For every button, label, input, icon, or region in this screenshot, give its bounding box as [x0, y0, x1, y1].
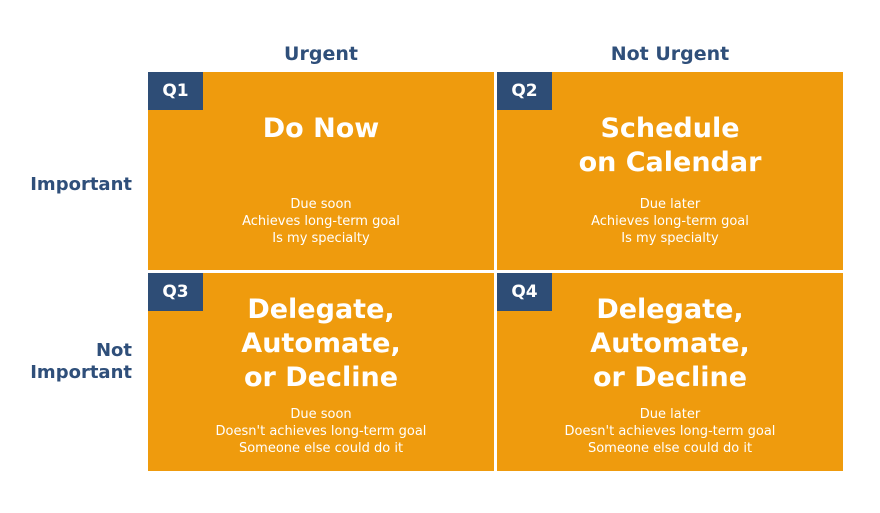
quadrant-q4: Q4 Delegate, Automate, or Decline Due la…	[497, 273, 843, 471]
quadrant-q2: Q2 Schedule on Calendar Due later Achiev…	[497, 72, 843, 270]
quadrant-q4-title-line-3: or Decline	[592, 362, 748, 393]
quadrant-q3-detail-2: Doesn't achieves long-term goal	[215, 424, 427, 439]
quadrant-q4-title-line-1: Delegate,	[596, 294, 744, 325]
quadrant-q3-detail-3: Someone else could do it	[238, 441, 404, 456]
quadrant-q3-detail-1: Due soon	[290, 407, 352, 422]
quadrant-q1-title-line-1: Do Now	[262, 113, 380, 144]
row-header-important: Important	[0, 174, 132, 196]
quadrant-q2-title: Schedule on Calendar	[497, 112, 843, 180]
column-header-not-urgent: Not Urgent	[610, 43, 730, 65]
column-header-urgent: Urgent	[284, 43, 358, 65]
quadrant-q3: Q3 Delegate, Automate, or Decline Due so…	[148, 273, 494, 471]
quadrant-q2-title-line-1: Schedule	[600, 113, 740, 144]
quadrant-q1-title: Do Now	[148, 112, 494, 146]
quadrant-q3-details: Due soon Doesn't achieves long-term goal…	[148, 406, 494, 457]
quadrant-q3-badge: Q3	[148, 273, 203, 311]
quadrant-q4-title-line-2: Automate,	[590, 328, 750, 359]
quadrant-q3-title: Delegate, Automate, or Decline	[148, 293, 494, 395]
quadrant-q1-detail-1: Due soon	[290, 197, 352, 212]
quadrant-q1-detail-3: Is my specialty	[272, 231, 370, 246]
quadrant-q1-badge: Q1	[148, 72, 203, 110]
quadrant-q4-detail-1: Due later	[639, 407, 701, 422]
row-header-not-important: Not Important	[0, 340, 132, 384]
quadrant-q1-details: Due soon Achieves long-term goal Is my s…	[148, 196, 494, 247]
quadrant-q2-details: Due later Achieves long-term goal Is my …	[497, 196, 843, 247]
quadrant-q1-detail-2: Achieves long-term goal	[242, 214, 400, 229]
quadrant-q2-badge: Q2	[497, 72, 552, 110]
row-header-not-important-line-2: Important	[30, 362, 132, 383]
quadrant-q4-badge: Q4	[497, 273, 552, 311]
quadrant-q3-title-line-1: Delegate,	[247, 294, 395, 325]
quadrant-q4-details: Due later Doesn't achieves long-term goa…	[497, 406, 843, 457]
quadrant-q3-title-line-3: or Decline	[243, 362, 399, 393]
row-header-not-important-line-1: Not	[95, 340, 132, 361]
quadrant-q2-detail-1: Due later	[639, 197, 701, 212]
quadrant-q4-detail-3: Someone else could do it	[587, 441, 753, 456]
quadrant-q2-detail-2: Achieves long-term goal	[591, 214, 749, 229]
quadrant-q4-title: Delegate, Automate, or Decline	[497, 293, 843, 395]
row-header-important-line-1: Important	[30, 174, 132, 195]
quadrant-q4-detail-2: Doesn't achieves long-term goal	[564, 424, 776, 439]
quadrant-q3-title-line-2: Automate,	[241, 328, 401, 359]
quadrant-q1: Q1 Do Now Due soon Achieves long-term go…	[148, 72, 494, 270]
quadrant-q2-detail-3: Is my specialty	[621, 231, 719, 246]
quadrant-q2-title-line-2: on Calendar	[578, 147, 762, 178]
